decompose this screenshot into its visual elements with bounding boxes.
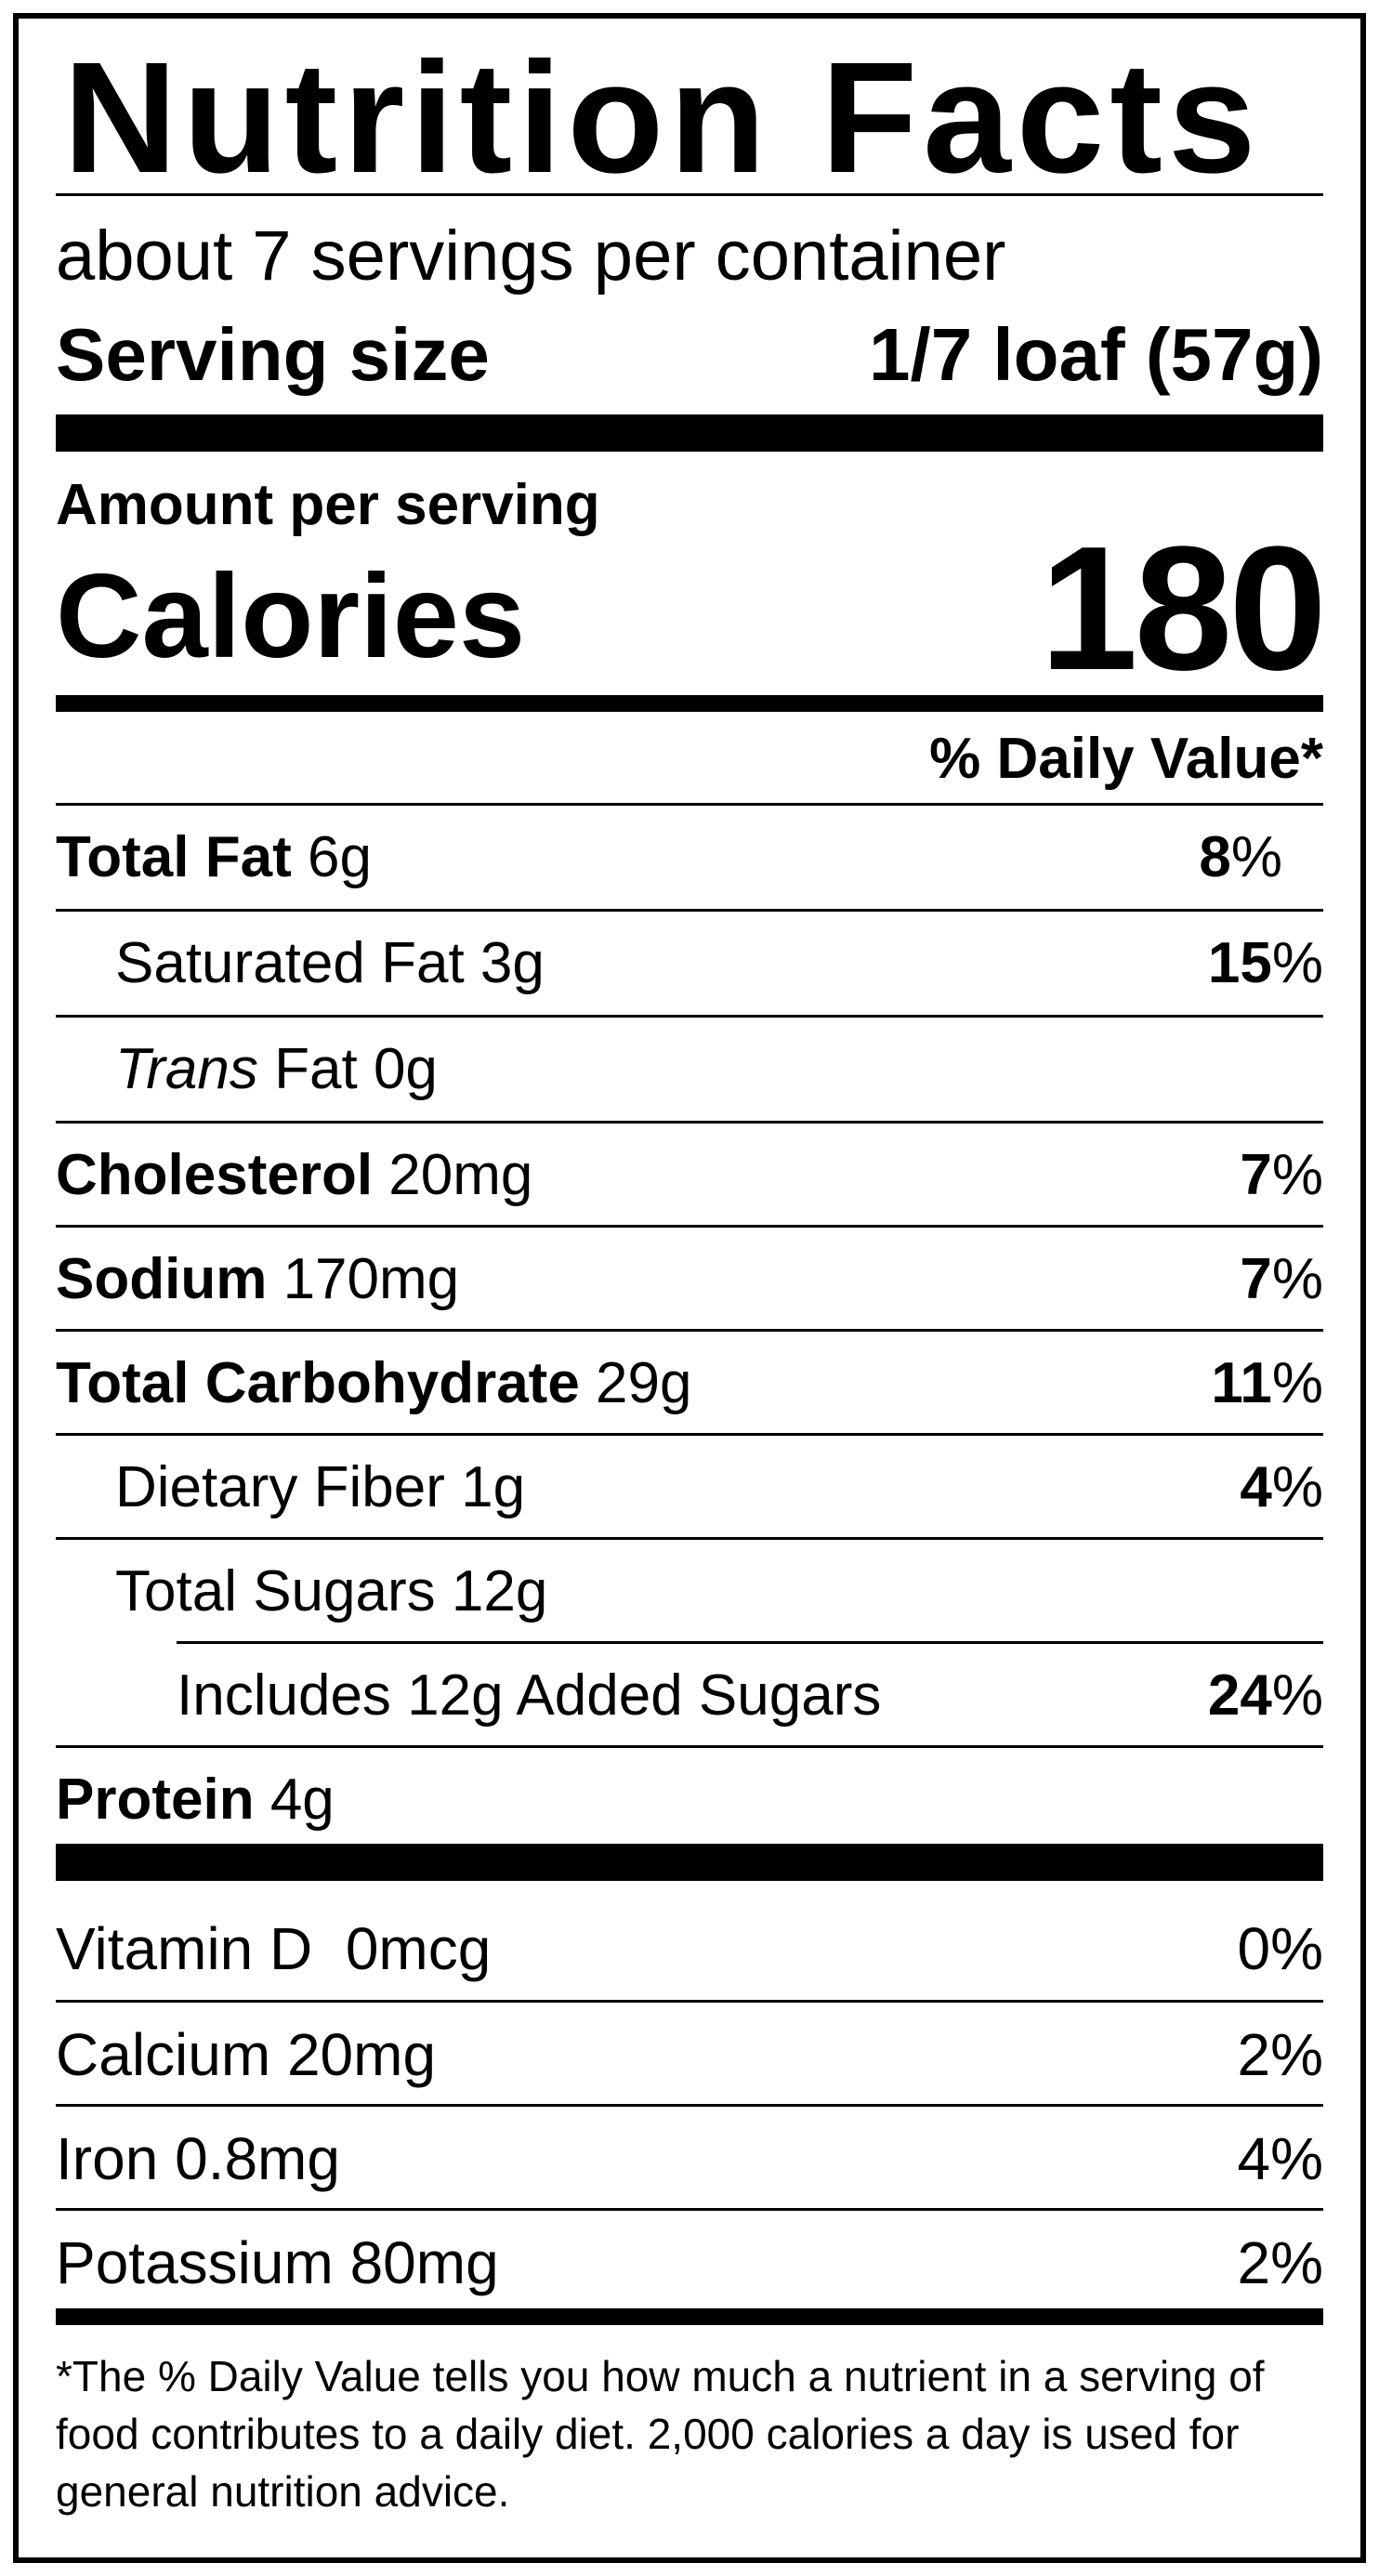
calories-label: Calories (56, 550, 526, 683)
nutrient-dv: 24 (1207, 1663, 1272, 1728)
nutrient-row-total-fat: Total Fat 6g 8% (56, 807, 1323, 909)
vitamin-dv: 2% (1237, 2021, 1324, 2088)
nutrient-name: Dietary Fiber (115, 1455, 445, 1519)
nutrient-row-added-sugars: Includes 12g Added Sugars 24% (177, 1645, 1323, 1747)
thick-divider (56, 414, 1323, 452)
nutrient-dv-unit: % (1271, 1247, 1323, 1311)
divider (56, 2208, 1323, 2211)
nutrient-dv-unit: % (1271, 1663, 1323, 1728)
nutrient-row-protein: Protein 4g (56, 1749, 1323, 1851)
calories-value: 180 (1039, 510, 1327, 707)
vitamin-amount: 80mg (349, 2229, 499, 2296)
nutrient-row-dietary-fiber: Dietary Fiber 1g 4% (115, 1437, 1323, 1539)
nutrient-row-trans-fat: Trans Fat 0g (115, 1019, 1323, 1121)
divider (56, 193, 1323, 196)
vitamin-row-iron: Iron 0.8mg 4% (56, 2108, 1323, 2210)
divider (56, 1537, 1323, 1540)
nutrient-amount: 0g (373, 1037, 438, 1101)
nutrient-name: Saturated Fat (115, 931, 465, 995)
nutrition-facts-label: Nutrition Facts about 7 servings per con… (13, 13, 1366, 2563)
vitamin-row-calcium: Calcium 20mg 2% (56, 2004, 1323, 2106)
nutrient-name: Fat (274, 1037, 358, 1101)
nutrient-amount: 12g (451, 1559, 548, 1623)
nutrient-amount: 29g (596, 1351, 692, 1415)
nutrient-name: Total Sugars (115, 1559, 436, 1623)
vitamin-name: Iron (56, 2125, 159, 2192)
nutrient-dv: 4 (1240, 1455, 1272, 1519)
serving-size-label: Serving size (56, 313, 490, 396)
nutrient-amount: 6g (307, 825, 372, 889)
nutrient-dv: 8 (1199, 825, 1231, 889)
nutrient-name: Includes 12g Added Sugars (177, 1663, 882, 1728)
vitamin-dv: 0% (1237, 1915, 1324, 1982)
nutrient-amount: 3g (479, 931, 545, 995)
divider (56, 1121, 1323, 1124)
vitamin-name: Potassium (56, 2229, 334, 2296)
daily-value-footnote: *The % Daily Value tells you how much a … (56, 2352, 1265, 2516)
servings-per-container: about 7 servings per container (56, 217, 1006, 296)
divider (56, 803, 1323, 806)
vitamin-name: Calcium (56, 2021, 271, 2088)
nutrient-name: Total Carbohydrate (56, 1351, 580, 1415)
nutrient-name: Protein (56, 1768, 255, 1832)
nutrient-amount: 4g (269, 1768, 335, 1832)
medium-divider (56, 2308, 1323, 2325)
vitamin-amount: 0.8mg (175, 2125, 340, 2192)
divider (56, 1225, 1323, 1228)
nutrient-amount: 20mg (388, 1143, 533, 1207)
thick-divider (56, 1844, 1323, 1881)
nutrient-dv-unit: % (1271, 1351, 1323, 1415)
divider (56, 2104, 1323, 2107)
nutrient-amount: 170mg (282, 1247, 460, 1311)
nutrient-dv-unit: % (1271, 1143, 1323, 1207)
nutrient-dv: 7 (1240, 1143, 1272, 1207)
nutrient-row-sodium: Sodium 170mg 7% (56, 1229, 1323, 1331)
amount-per-serving: Amount per serving (56, 473, 600, 537)
nutrient-name: Total Fat (56, 825, 292, 889)
nutrient-row-cholesterol: Cholesterol 20mg 7% (56, 1124, 1323, 1227)
divider (56, 1433, 1323, 1436)
nutrient-name-italic: Trans (115, 1037, 258, 1101)
vitamin-name: Vitamin D (56, 1915, 313, 1982)
nutrient-dv: 15 (1207, 931, 1272, 995)
divider (56, 1745, 1323, 1748)
vitamin-dv: 2% (1237, 2229, 1324, 2296)
nutrient-name: Cholesterol (56, 1143, 374, 1207)
daily-value-header: % Daily Value* (929, 727, 1323, 791)
nutrient-row-saturated-fat: Saturated Fat 3g 15% (115, 913, 1323, 1015)
nutrient-dv: 11 (1211, 1351, 1272, 1415)
divider (56, 1015, 1323, 1018)
vitamin-row-potassium: Potassium 80mg 2% (56, 2212, 1323, 2314)
divider (56, 2000, 1323, 2003)
serving-size-value: 1/7 loaf (57g) (868, 313, 1323, 396)
nutrient-name: Sodium (56, 1247, 268, 1311)
label-title: Nutrition Facts (63, 30, 1262, 206)
vitamin-row-vitamin-d: Vitamin D 0mcg 0% (56, 1898, 1323, 2000)
vitamin-dv: 4% (1237, 2125, 1324, 2192)
nutrient-dv: 7 (1240, 1247, 1272, 1311)
nutrient-amount: 1g (461, 1455, 526, 1519)
divider (56, 909, 1323, 912)
medium-divider (56, 695, 1323, 712)
nutrient-dv-unit: % (1271, 1455, 1323, 1519)
nutrient-dv-unit: % (1271, 931, 1323, 995)
nutrient-dv-unit: % (1230, 825, 1282, 889)
nutrient-row-total-sugars: Total Sugars 12g (115, 1541, 1323, 1643)
vitamin-amount: 20mg (286, 2021, 437, 2088)
divider (177, 1641, 1323, 1644)
nutrient-row-total-carbohydrate: Total Carbohydrate 29g 11% (56, 1333, 1323, 1435)
vitamin-amount: 0mcg (345, 1915, 492, 1982)
divider (56, 1329, 1323, 1332)
